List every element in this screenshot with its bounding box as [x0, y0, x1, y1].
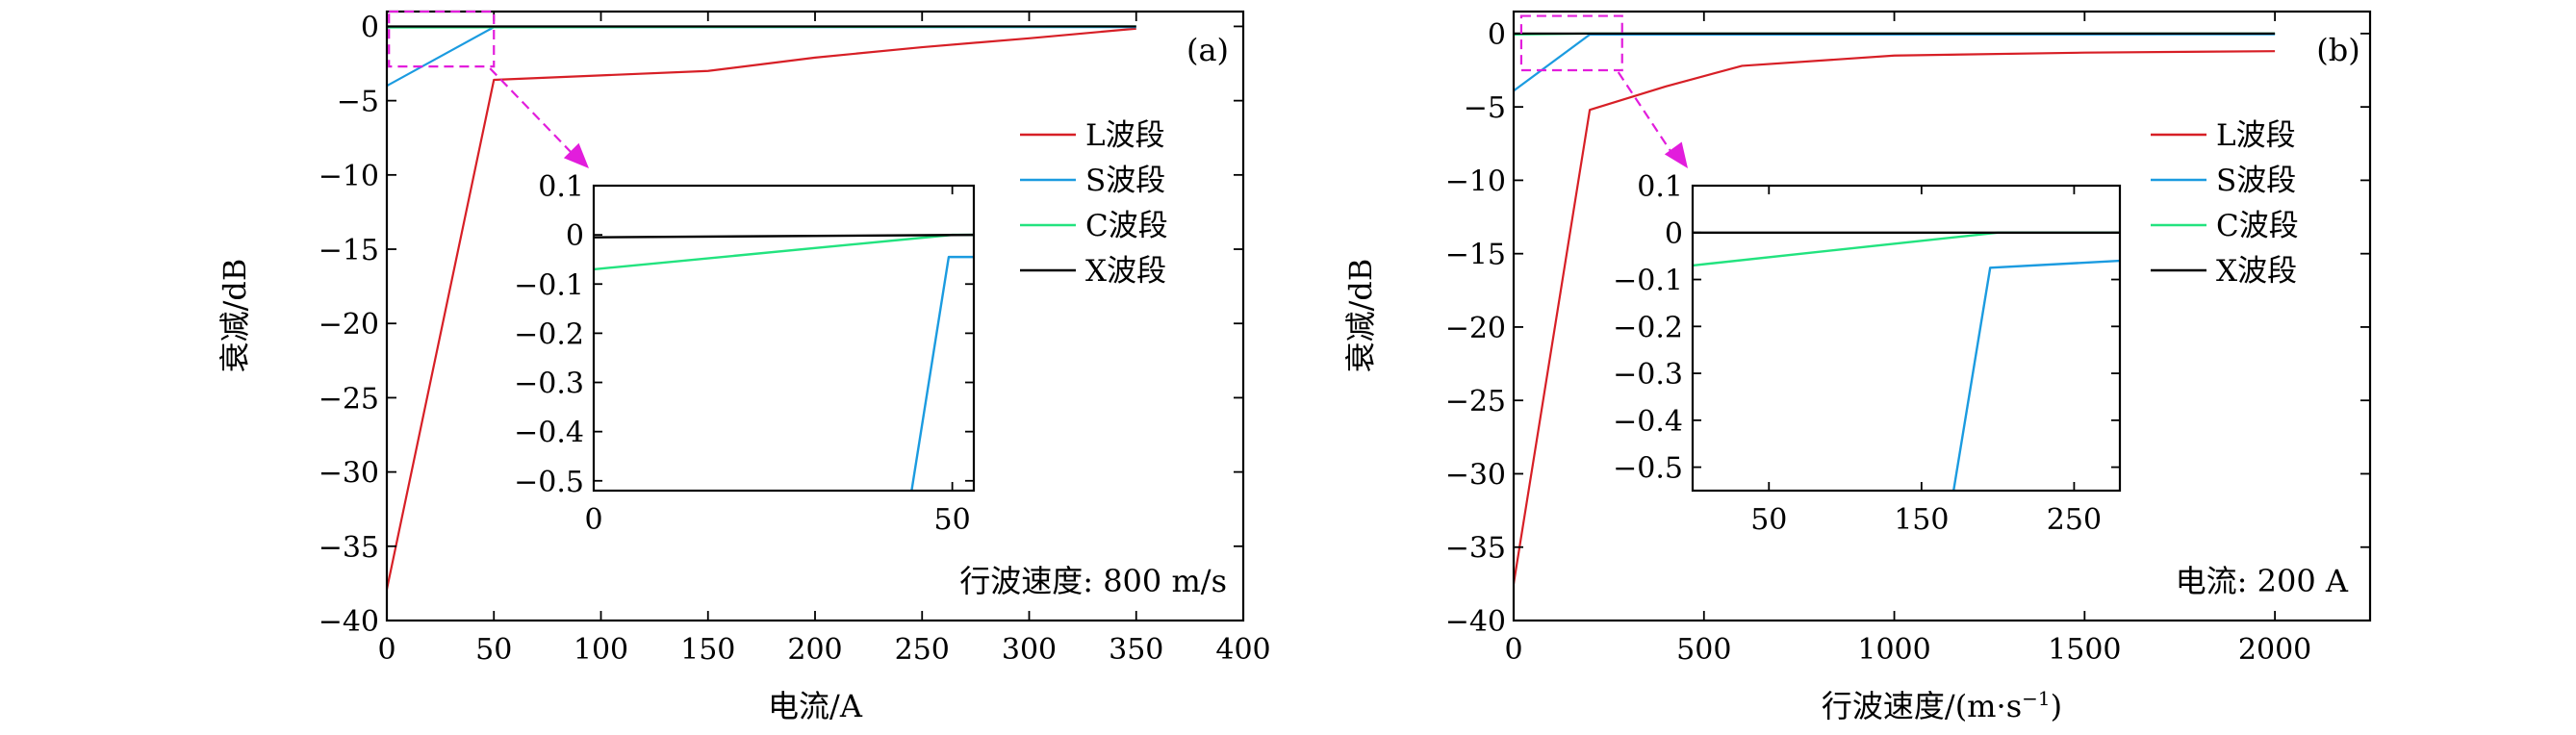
- zoom-region-box: [388, 10, 496, 68]
- inset-y-tick-label: 0.1: [1637, 170, 1683, 204]
- inset-y-tick-label: 0: [566, 219, 584, 253]
- plot-frame: [1512, 10, 2372, 622]
- x-tick-label: 150: [680, 633, 735, 667]
- y-tick-label: −30: [319, 457, 379, 491]
- y-tick-label: −25: [1445, 385, 1506, 418]
- x-tick-label: 1500: [2048, 633, 2121, 667]
- y-tick-label: −10: [319, 160, 379, 193]
- inset-x-tick-label: 0: [584, 503, 602, 537]
- series-group: [1514, 32, 2276, 585]
- legend-label-L: L波段: [1085, 118, 1165, 153]
- inset-x-tick-label: 50: [934, 503, 971, 537]
- inset-y-tick-label: −0.5: [514, 466, 584, 499]
- y-axis-label: 衰减/dB: [1342, 259, 1379, 373]
- y-tick-label: −35: [319, 531, 379, 565]
- x-tick-label: 50: [475, 633, 512, 667]
- annotation-text: 行波速度: 800 m/s: [959, 563, 1227, 599]
- x-tick-label: 0: [1504, 633, 1522, 667]
- panel-a: 0 50 100 150 200 250 300 350 400 0 −5 −10 −15 −20 −25 −…: [217, 10, 1271, 724]
- legend-label-C: C波段: [2216, 209, 2299, 243]
- x-tick-label: 250: [895, 633, 950, 667]
- inset-y-tick-label: 0: [1665, 217, 1683, 251]
- y-tick-label: −40: [319, 605, 379, 639]
- panel-label: (b): [2316, 32, 2359, 68]
- inset-frame: [1691, 184, 2122, 493]
- series-line-S: [1514, 33, 2276, 92]
- zoom-arrow-line: [1617, 71, 1675, 158]
- y-tick-label: −5: [1464, 91, 1506, 125]
- legend-label-S: S波段: [2216, 164, 2296, 198]
- inset-y-tick-label: −0.2: [514, 317, 584, 351]
- y-tick-label: −25: [319, 382, 379, 416]
- x-tick-label: 0: [377, 633, 395, 667]
- annotation-text: 电流: 200 A: [2176, 563, 2349, 599]
- legend-label-C: C波段: [1085, 209, 1168, 243]
- inset-y-tick-label: −0.4: [514, 417, 584, 450]
- inset-y-tick-label: −0.4: [1613, 405, 1683, 439]
- y-tick-label: −30: [1445, 458, 1506, 492]
- x-axis-label: 电流/A: [768, 688, 863, 724]
- x-tick-label: 500: [1676, 633, 1731, 667]
- y-tick-label: 0: [1488, 18, 1506, 52]
- zoom-arrow-line: [489, 67, 576, 158]
- inset-background: [594, 186, 974, 491]
- zoom-arrow-head: [563, 142, 589, 168]
- inset-series-line-X: [594, 233, 974, 239]
- inset-y-tick-label: −0.2: [1613, 311, 1683, 344]
- x-axis-label-sup: −1: [2022, 687, 2050, 710]
- inset-frame: [592, 184, 976, 493]
- inset-series-line-S: [1951, 259, 2120, 491]
- x-tick-label: 2000: [2238, 633, 2311, 667]
- y-tick-label: −20: [319, 308, 379, 342]
- y-tick-label: −20: [1445, 312, 1506, 345]
- inset-y-tick-label: −0.1: [1613, 265, 1683, 298]
- inset-x-tick-label: 150: [1894, 503, 1949, 537]
- inset-y-tick-label: −0.5: [1613, 452, 1683, 486]
- series-line-L: [1514, 50, 2276, 585]
- x-tick-label: 350: [1109, 633, 1163, 667]
- y-tick-label: −5: [337, 86, 379, 119]
- x-tick-label: 1000: [1857, 633, 1930, 667]
- x-tick-label: 100: [574, 633, 628, 667]
- inset-y-tick-label: −0.3: [514, 368, 584, 401]
- legend-label-X: X波段: [1085, 254, 1166, 289]
- y-tick-label: 0: [361, 11, 379, 44]
- x-axis-label-end: ): [2051, 688, 2062, 724]
- inset-series-group: [1693, 231, 2120, 491]
- zoom-region-box: [1519, 14, 1623, 72]
- y-tick-label: −10: [1445, 165, 1506, 198]
- y-axis-label: 衰减/dB: [217, 259, 253, 373]
- y-tick-label: −35: [1445, 532, 1506, 566]
- inset-background: [1693, 186, 2120, 491]
- x-tick-label: 300: [1002, 633, 1057, 667]
- inset-y-tick-label: −0.1: [514, 268, 584, 302]
- legend-label-L: L波段: [2216, 118, 2296, 153]
- series-line-L: [387, 27, 1136, 590]
- inset-y-tick-label: 0.1: [538, 170, 584, 204]
- y-tick-label: −40: [1445, 605, 1506, 639]
- inset-y-tick-label: −0.3: [1613, 358, 1683, 392]
- inset-series-line-S: [910, 255, 974, 491]
- legend-label-X: X波段: [2216, 254, 2297, 289]
- inset-x-tick-label: 250: [2047, 503, 2102, 537]
- y-tick-label: −15: [1445, 239, 1506, 272]
- series-line-S: [387, 26, 1136, 88]
- x-tick-label: 400: [1215, 633, 1270, 667]
- inset-x-tick-label: 50: [1750, 503, 1787, 537]
- panel-b: 0 500 1000 1500 20000−5−10−15−20−25−30−35−40…: [1342, 10, 2372, 724]
- legend-label-S: S波段: [1085, 164, 1165, 198]
- panel-label: (a): [1186, 32, 1229, 68]
- x-axis-label: 行波速度/(m·s−1): [1822, 687, 2062, 724]
- x-tick-label: 200: [787, 633, 842, 667]
- y-tick-label: −15: [319, 234, 379, 267]
- zoom-arrow-head: [1664, 141, 1688, 168]
